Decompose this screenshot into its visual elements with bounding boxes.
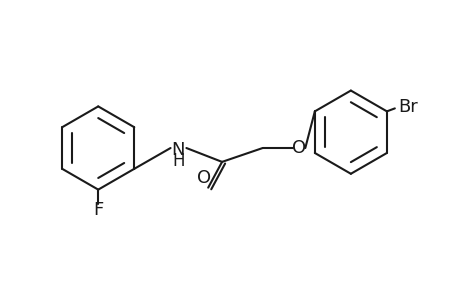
- Text: H: H: [172, 152, 185, 170]
- Text: N: N: [171, 141, 185, 159]
- Text: O: O: [197, 169, 211, 187]
- Text: O: O: [291, 139, 306, 157]
- Text: Br: Br: [397, 98, 417, 116]
- Text: F: F: [93, 201, 103, 219]
